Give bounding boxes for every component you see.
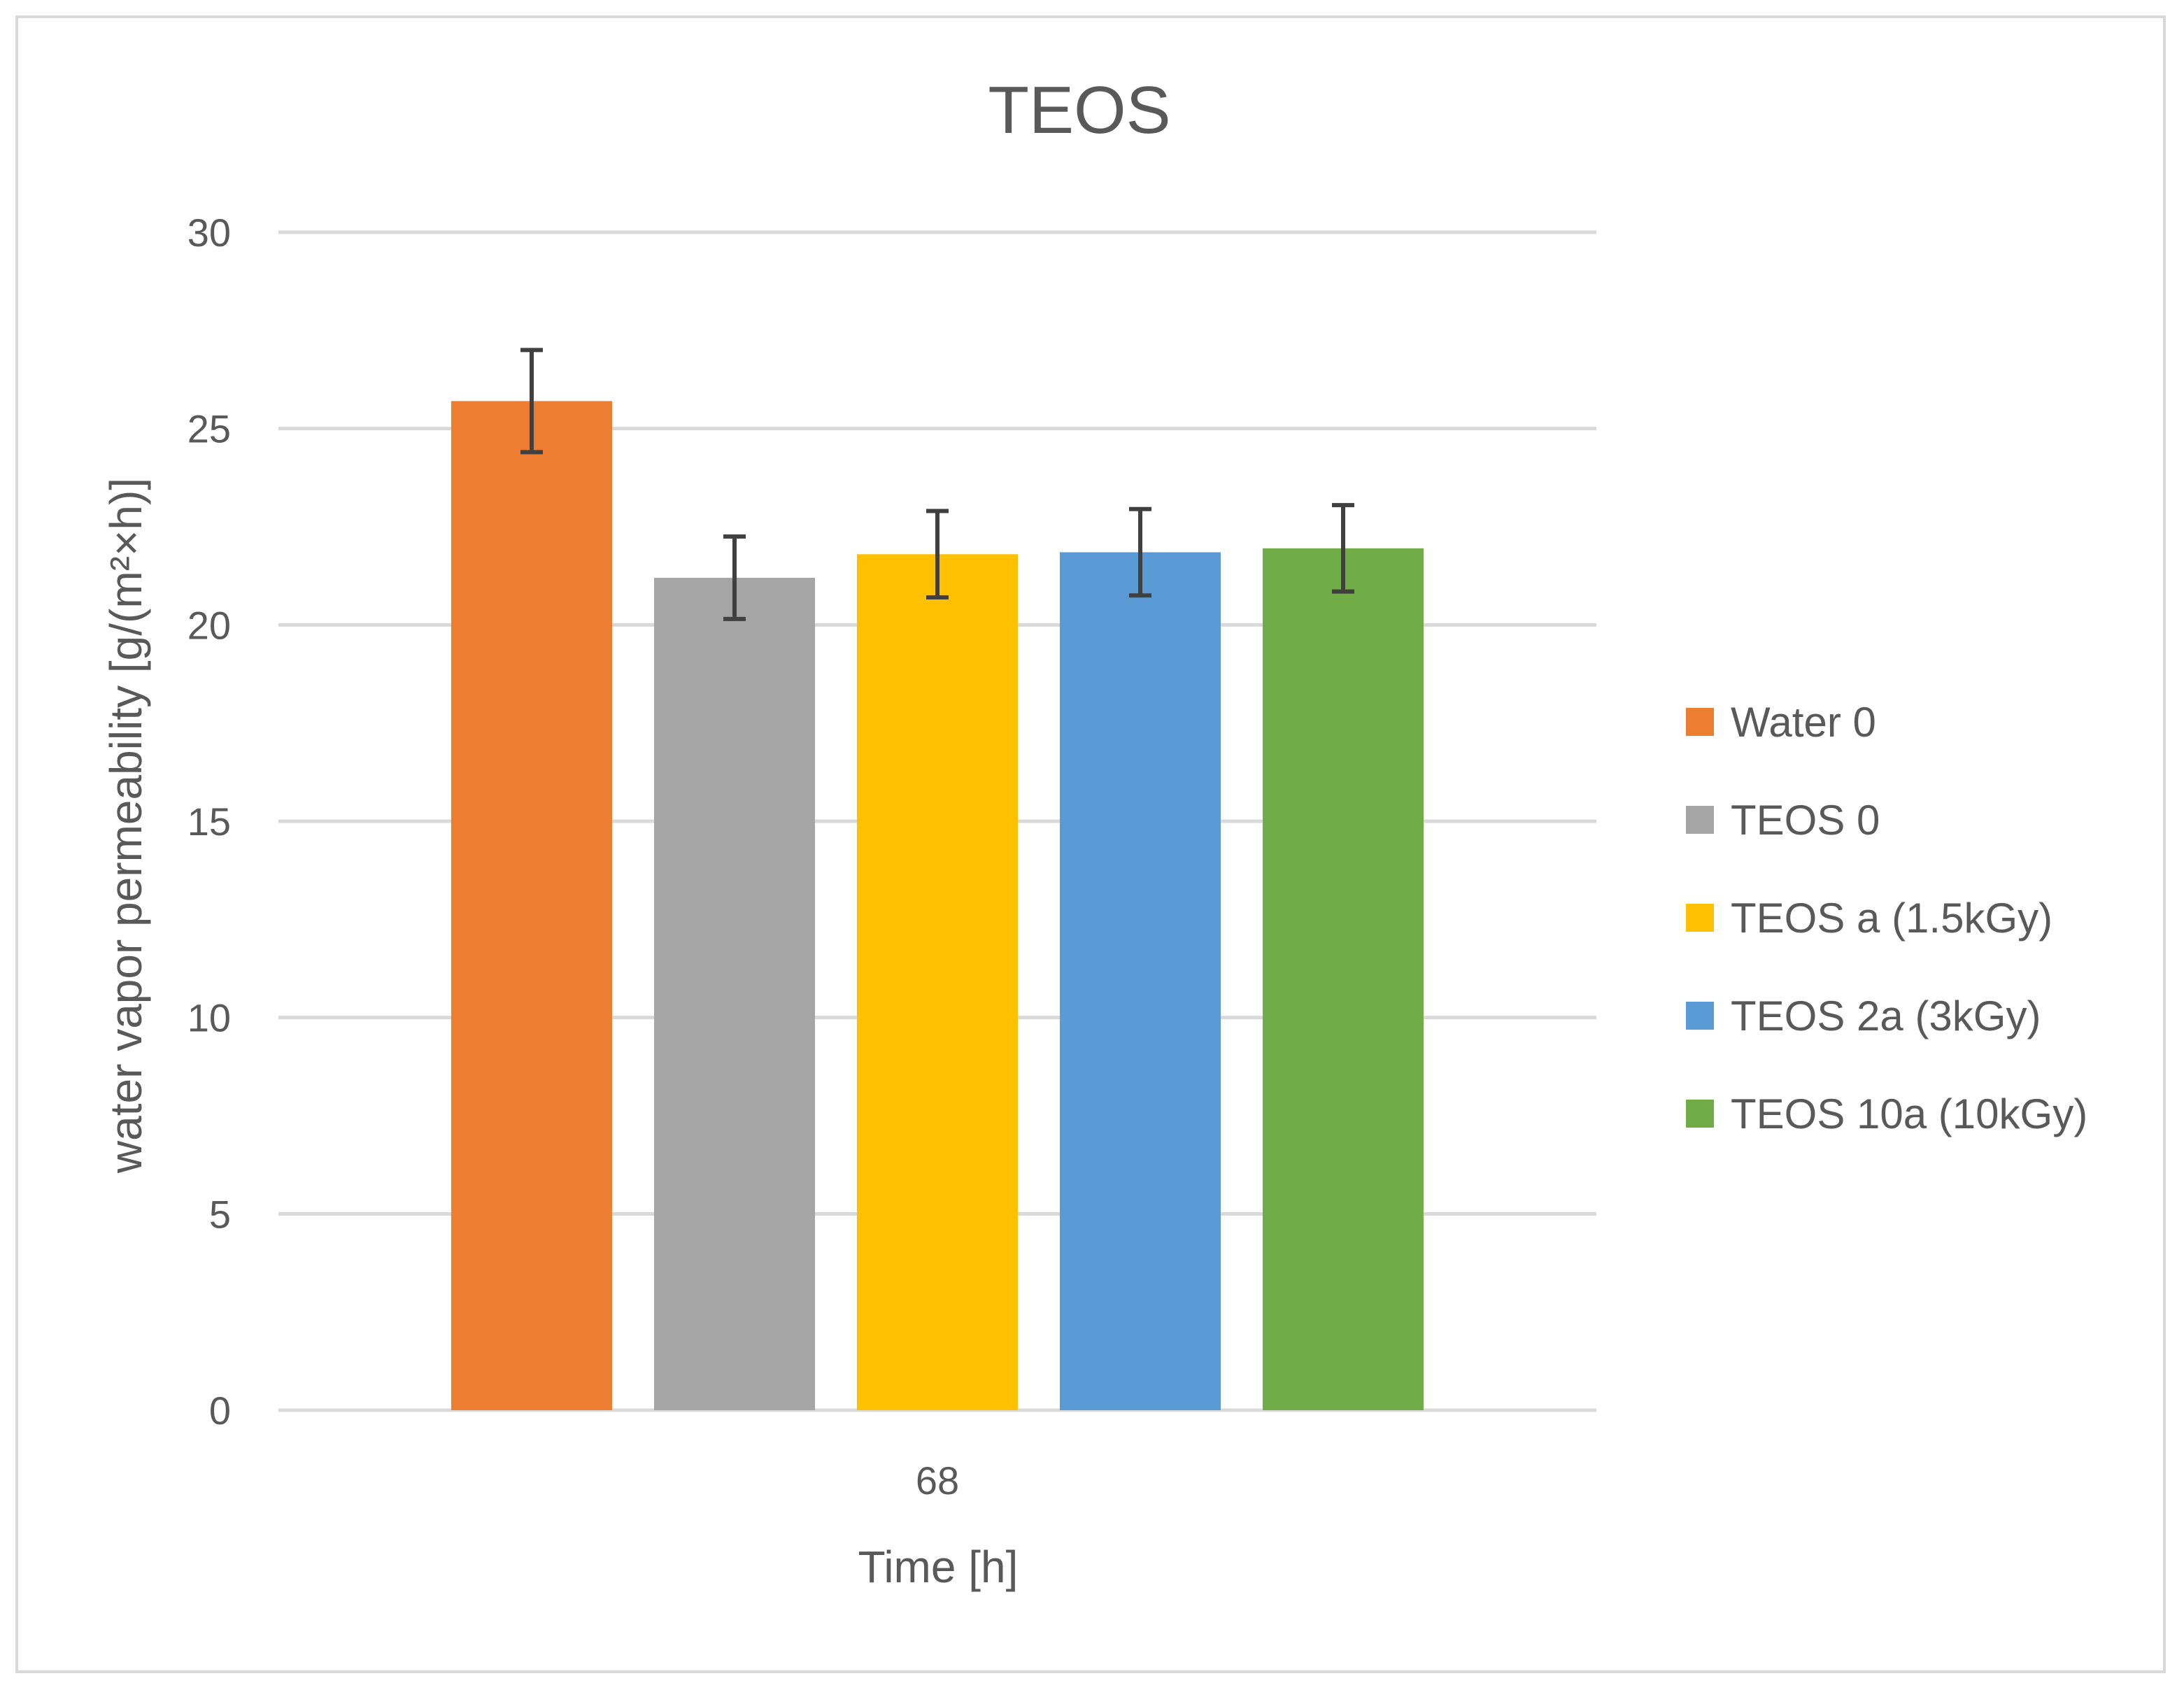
legend-label: TEOS 0 [1731,797,1880,844]
x-axis-label: Time [h] [858,1542,1019,1592]
chart-title: TEOS [988,73,1170,148]
bar-teos-10a-10kgy [1263,548,1424,1411]
legend-label: TEOS a (1.5kGy) [1731,895,2052,942]
legend-swatch [1686,1002,1714,1030]
y-tick-label: 5 [209,1192,231,1236]
legend-swatch [1686,1100,1714,1128]
y-axis-ticks: 0 5 10 15 20 25 30 [187,211,231,1433]
bar-water-0 [451,401,612,1411]
legend: Water 0 TEOS 0 TEOS a (1.5kGy) TEOS 2a (3kG… [1686,699,2087,1137]
x-tick-label: 68 [916,1458,959,1503]
y-axis-label: water vapor permeability [g/(m²×h)] [101,478,151,1174]
bar-teos-0 [654,577,815,1410]
x-axis-ticks: 68 [916,1458,959,1503]
error-bars [520,348,1354,621]
y-tick-label: 30 [187,211,231,255]
legend-label: Water 0 [1731,699,1876,746]
bars [451,401,1424,1411]
legend-swatch [1686,708,1714,736]
y-tick-label: 20 [187,603,231,647]
legend-label: TEOS 10a (10kGy) [1731,1091,2087,1137]
bar-teos-a-1-5kgy [857,554,1018,1410]
y-tick-label: 25 [187,407,231,451]
y-tick-label: 0 [209,1389,231,1433]
legend-swatch [1686,806,1714,834]
y-tick-label: 10 [187,996,231,1040]
legend-label: TEOS 2a (3kGy) [1731,993,2041,1039]
legend-swatch [1686,904,1714,932]
y-tick-label: 15 [187,800,231,844]
bar-teos-2a-3kgy [1060,552,1221,1410]
